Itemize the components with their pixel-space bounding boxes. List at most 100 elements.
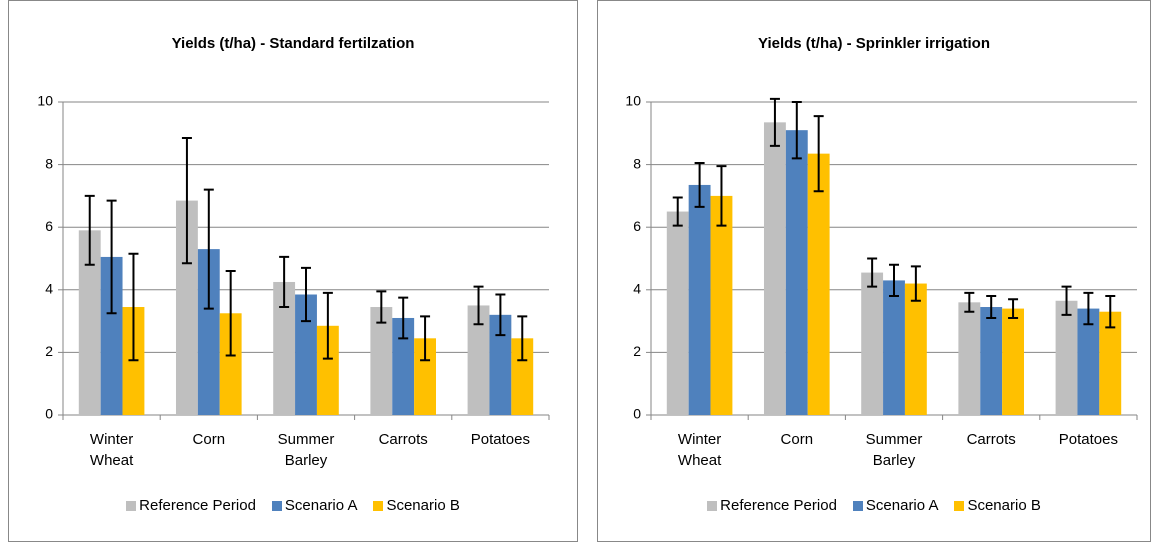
- chart-panel: 0 2 4 6 8 10 Yields (t/ha) - Standard fertilza…: [8, 0, 578, 542]
- y-tick-label: 6: [45, 218, 53, 234]
- error-bar: [910, 265, 921, 302]
- bar: [1002, 308, 1025, 415]
- error-bar: [813, 115, 824, 193]
- error-bar: [106, 199, 117, 315]
- legend-item: Reference Period: [707, 497, 837, 514]
- bar: [666, 211, 689, 415]
- bar: [197, 249, 220, 415]
- legend-swatch: [271, 500, 282, 511]
- legend: Reference Period Scenario A Scenario B: [9, 497, 577, 514]
- error-bar: [889, 263, 899, 298]
- bar: [414, 338, 437, 415]
- error-bar: [495, 293, 506, 337]
- legend-item: Scenario B: [373, 497, 460, 514]
- legend-item: Scenario B: [954, 497, 1041, 514]
- legend-item: Reference Period: [126, 497, 256, 514]
- error-bar: [672, 196, 683, 227]
- error-bar: [128, 252, 139, 362]
- bar: [1077, 308, 1100, 415]
- legend-label: Scenario B: [967, 497, 1041, 514]
- x-tick-label: Summer Barley: [865, 431, 923, 469]
- error-bar: [1061, 285, 1072, 316]
- x-tick-label: Winter Wheat: [89, 431, 134, 469]
- bar: [175, 200, 198, 415]
- y-tick-label: 0: [633, 406, 641, 422]
- bar: [904, 283, 927, 415]
- legend-swatch: [707, 500, 718, 511]
- error-bar: [694, 162, 705, 208]
- bar: [1055, 300, 1078, 415]
- y-tick-label: 8: [45, 155, 53, 171]
- bar: [688, 184, 711, 415]
- bar: [392, 317, 415, 415]
- legend-swatch: [126, 500, 137, 511]
- error-bar: [398, 296, 409, 340]
- x-tick-label: Potatoes: [1058, 431, 1118, 448]
- error-bar: [203, 188, 214, 310]
- error-bar: [181, 136, 192, 265]
- bar: [511, 338, 534, 415]
- bar: [710, 195, 733, 415]
- bar: [78, 230, 101, 415]
- bar: [763, 122, 786, 415]
- legend-item: Scenario A: [271, 497, 358, 514]
- bar: [489, 314, 512, 415]
- bar: [100, 256, 123, 415]
- error-bar: [225, 270, 236, 357]
- legend-label: Scenario A: [865, 497, 939, 514]
- bar: [785, 130, 808, 416]
- bar: [219, 313, 242, 415]
- error-bar: [420, 315, 431, 362]
- bar: [861, 272, 884, 415]
- error-bar: [716, 165, 727, 227]
- legend-label: Scenario B: [386, 497, 460, 514]
- legend-label: Scenario A: [284, 497, 358, 514]
- x-tick-label: Carrots: [378, 431, 428, 448]
- y-tick-label: 8: [633, 155, 641, 171]
- y-tick-label: 6: [633, 218, 641, 234]
- legend-swatch: [373, 500, 384, 511]
- legend-label: Reference Period: [720, 497, 837, 514]
- bar: [316, 325, 339, 415]
- chart-panel: 0 2 4 6 8 10 Yields (t/ha) - Sprinkler irrigat…: [597, 0, 1151, 542]
- x-tick-label: Potatoes: [470, 431, 530, 448]
- chart: 0 2 4 6 8 10: [37, 93, 550, 422]
- error-bar: [473, 285, 484, 326]
- error-bar: [517, 315, 528, 362]
- chart: 0 2 4 6 8 10: [625, 93, 1138, 422]
- error-bar: [867, 257, 878, 288]
- bar: [467, 305, 490, 415]
- y-tick-label: 2: [633, 343, 641, 359]
- y-tick-label: 2: [45, 343, 53, 359]
- x-tick-label: Corn: [192, 431, 226, 448]
- y-tick-label: 4: [633, 281, 641, 297]
- bar: [295, 294, 317, 415]
- bar: [807, 153, 830, 415]
- bar: [958, 302, 981, 415]
- legend-swatch: [954, 500, 965, 511]
- error-bar: [279, 255, 290, 309]
- legend-label: Reference Period: [139, 497, 256, 514]
- legend: Reference Period Scenario A Scenario B: [598, 497, 1150, 514]
- y-tick-label: 0: [45, 406, 53, 422]
- error-bar: [964, 291, 975, 313]
- error-bar: [376, 290, 387, 324]
- y-tick-label: 10: [625, 93, 641, 109]
- x-tick-label: Summer Barley: [277, 431, 335, 469]
- bar: [273, 281, 296, 415]
- error-bar: [1105, 295, 1116, 329]
- legend-item: Scenario A: [852, 497, 939, 514]
- bar: [980, 307, 1003, 415]
- error-bar: [791, 101, 802, 160]
- x-tick-label: Corn: [780, 431, 814, 448]
- bar: [1099, 311, 1122, 415]
- error-bar: [986, 295, 997, 319]
- y-tick-label: 4: [45, 281, 53, 297]
- y-tick-label: 10: [37, 93, 53, 109]
- x-tick-label: Winter Wheat: [677, 431, 722, 469]
- error-bar: [84, 194, 95, 266]
- error-bar: [769, 97, 780, 147]
- legend-swatch: [852, 500, 863, 511]
- bar: [883, 280, 905, 415]
